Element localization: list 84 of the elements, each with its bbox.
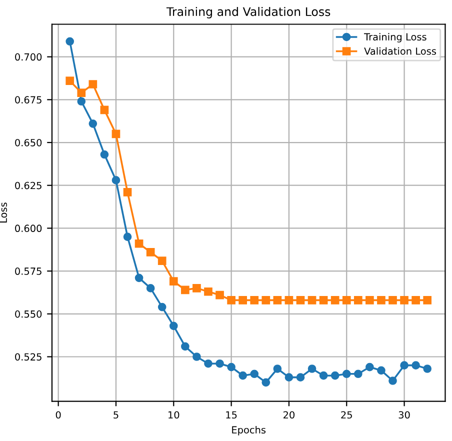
point — [88, 80, 98, 88]
point — [100, 150, 109, 159]
x-axis-title: Epochs — [232, 426, 266, 436]
point — [77, 97, 86, 106]
point — [77, 88, 86, 97]
point — [66, 76, 74, 85]
point — [412, 361, 420, 370]
point — [388, 296, 397, 304]
point — [192, 352, 201, 361]
point — [250, 296, 259, 304]
point — [284, 373, 294, 382]
point — [273, 364, 282, 373]
point — [377, 296, 386, 304]
legend-label: Validation Loss — [364, 47, 436, 55]
point — [330, 371, 340, 380]
y-tick-label: 0.700 — [15, 53, 42, 61]
point — [123, 188, 132, 196]
point — [146, 284, 155, 292]
point — [354, 370, 362, 378]
point — [412, 296, 420, 304]
point — [88, 119, 98, 128]
y-tick-label: 0.550 — [15, 310, 42, 318]
point — [169, 277, 178, 286]
y-tick-label: 0.600 — [15, 224, 42, 232]
point — [423, 296, 432, 304]
point — [112, 176, 120, 184]
point — [158, 302, 166, 312]
point — [181, 342, 190, 351]
point — [423, 364, 432, 373]
y-tick-label: 0.575 — [15, 268, 42, 275]
point — [192, 284, 201, 292]
point — [262, 378, 270, 387]
point — [250, 370, 259, 378]
point — [354, 296, 362, 304]
point — [262, 296, 270, 304]
y-tick-label: 0.675 — [15, 96, 42, 104]
y-tick-label: 0.625 — [15, 182, 42, 190]
point — [66, 37, 74, 46]
y-axis-title: Loss — [0, 202, 7, 222]
point — [377, 366, 386, 375]
point — [238, 296, 247, 304]
x-tick-label: 30 — [398, 411, 410, 419]
x-tick-label: 0 — [56, 411, 61, 419]
point — [342, 370, 351, 378]
point — [112, 130, 120, 138]
y-tick-label: 0.650 — [15, 138, 42, 146]
point — [284, 296, 294, 304]
point — [400, 296, 408, 304]
point — [123, 232, 132, 241]
point — [308, 296, 316, 304]
x-tick-label: 15 — [226, 411, 237, 419]
x-tick-label: 10 — [168, 411, 180, 419]
y-tick-label: 0.525 — [15, 353, 42, 361]
point — [227, 362, 236, 372]
x-tick-label: 25 — [341, 411, 352, 419]
point — [134, 239, 144, 248]
point — [227, 296, 236, 304]
x-tick-label: 20 — [283, 411, 294, 419]
point — [296, 296, 305, 304]
point — [216, 290, 224, 300]
point — [400, 361, 408, 370]
point — [158, 256, 166, 265]
point — [342, 296, 351, 304]
point — [134, 274, 144, 282]
point — [308, 364, 316, 373]
point — [100, 106, 109, 114]
point — [330, 296, 340, 304]
point — [388, 376, 397, 385]
point — [204, 287, 212, 296]
point — [319, 371, 328, 380]
legend-label: Training Loss — [364, 33, 426, 42]
point — [296, 373, 305, 382]
point — [319, 296, 328, 304]
point — [146, 248, 155, 256]
chart-title: Training and Validation Loss — [166, 6, 330, 18]
point — [366, 362, 374, 372]
point — [273, 296, 282, 304]
point — [366, 296, 374, 304]
x-tick-label: 5 — [114, 411, 118, 419]
point — [204, 359, 212, 368]
point — [169, 322, 178, 330]
point — [238, 371, 247, 380]
point — [181, 286, 190, 294]
point — [216, 359, 224, 368]
